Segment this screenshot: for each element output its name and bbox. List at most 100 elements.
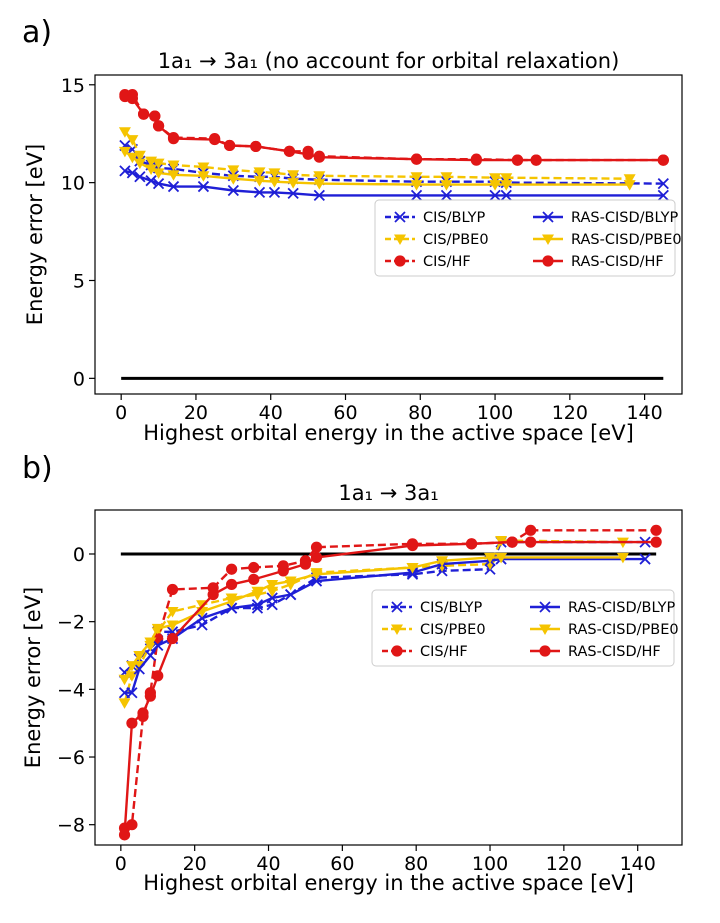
data-point — [118, 146, 131, 158]
data-point — [277, 565, 289, 577]
data-point — [166, 632, 179, 645]
y-tick-label: 15 — [61, 75, 85, 97]
legend-label: CIS/HF — [423, 254, 471, 270]
legend-label: CIS/PBE0 — [420, 622, 486, 638]
data-point — [268, 168, 281, 179]
legend-label: RAS-CISD/HF — [571, 254, 664, 270]
x-tick-label: 20 — [183, 853, 207, 875]
data-point — [410, 189, 423, 201]
data-point — [266, 586, 279, 598]
data-point — [225, 578, 238, 591]
legend-swatch-marker — [542, 255, 554, 267]
x-tick-label: 120 — [552, 402, 588, 424]
data-point — [253, 176, 266, 187]
data-point — [167, 180, 180, 193]
legend-item-ras-cisd-blyp: RAS-CISD/BLYP — [530, 600, 675, 616]
data-point — [506, 536, 518, 548]
legend: CIS/BLYP RAS-CISD/BLYP CIS/PBE0 RAS-CISD/PB… — [374, 199, 682, 277]
legend-item-ras-cisd-pbe0: RAS-CISD/PBE0 — [533, 232, 682, 248]
legend-swatch-marker — [394, 211, 406, 223]
x-tick-label: 120 — [546, 853, 582, 875]
series-cis-hf — [118, 524, 662, 834]
data-point — [126, 92, 138, 105]
data-point — [650, 536, 662, 548]
data-point — [125, 661, 138, 672]
legend-item-ras-cisd-hf: RAS-CISD/HF — [533, 254, 664, 270]
data-point — [266, 579, 279, 591]
legend-label: RAS-CISD/PBE0 — [571, 232, 682, 248]
data-point — [623, 174, 636, 185]
legend-swatch-marker — [539, 624, 551, 635]
data-point — [197, 180, 210, 193]
chart-title: 1a₁ → 3a₁ — [338, 481, 438, 505]
data-point — [133, 663, 145, 675]
data-point — [118, 674, 131, 686]
data-point — [225, 563, 238, 575]
data-point — [152, 158, 165, 170]
data-point — [313, 151, 325, 163]
legend-swatch-marker — [539, 601, 551, 613]
data-point — [484, 559, 497, 571]
legend-swatch-marker — [542, 234, 554, 245]
data-point — [287, 187, 299, 200]
data-point — [268, 177, 281, 188]
data-point — [525, 524, 537, 536]
legend-label: RAS-CISD/BLYP — [568, 600, 675, 616]
data-point — [209, 133, 221, 146]
legend-item-ras-cisd-pbe0: RAS-CISD/PBE0 — [530, 622, 679, 638]
legend-swatch-marker — [391, 624, 403, 635]
x-tick-label: 100 — [472, 853, 508, 875]
series-ras-cisd-hf — [119, 90, 669, 166]
y-axis-label: Energy error [eV] — [23, 144, 47, 325]
legend-label: CIS/BLYP — [423, 210, 485, 226]
data-point — [225, 602, 238, 614]
series-ras-cisd-hf — [118, 536, 662, 841]
data-point — [489, 173, 502, 184]
data-point — [152, 670, 164, 682]
y-tick-label: −8 — [57, 815, 85, 837]
panel-a: a) 1a₁ → 3a₁ (no account for orbital rela… — [22, 15, 683, 445]
data-point — [283, 145, 296, 157]
legend-swatch-marker — [394, 255, 406, 267]
legend-swatch-marker — [542, 211, 554, 223]
data-point — [440, 172, 453, 183]
y-tick-label: 10 — [61, 173, 85, 195]
data-point — [118, 829, 131, 841]
x-tick-label: 60 — [333, 402, 357, 424]
data-point — [137, 707, 149, 719]
data-point — [133, 158, 146, 170]
data-point — [126, 687, 138, 699]
data-point — [313, 189, 325, 201]
data-point — [133, 651, 146, 662]
data-point — [167, 170, 180, 181]
plot-frame — [94, 74, 683, 395]
data-point — [436, 556, 449, 567]
data-point — [410, 180, 423, 191]
data-point — [253, 167, 266, 178]
data-point — [500, 189, 512, 201]
data-point — [223, 139, 236, 152]
data-point — [266, 592, 278, 604]
legend-item-cis-blyp: CIS/BLYP — [385, 210, 485, 226]
data-point — [511, 154, 524, 166]
data-point — [616, 552, 629, 564]
data-point — [657, 189, 669, 201]
x-tick-label: 0 — [115, 853, 127, 875]
data-point — [500, 180, 513, 191]
data-point — [657, 177, 669, 190]
data-point — [650, 524, 662, 536]
series-cis-hf — [119, 88, 669, 166]
data-point — [406, 563, 419, 574]
legend-label: RAS-CISD/PBE0 — [568, 622, 679, 638]
data-point — [250, 140, 262, 153]
data-point — [166, 583, 179, 596]
data-point — [440, 180, 453, 191]
data-point — [145, 164, 158, 175]
legend-label: CIS/BLYP — [420, 600, 482, 616]
data-point — [126, 717, 138, 729]
data-point — [152, 177, 165, 190]
x-tick-label: 20 — [184, 402, 208, 424]
y-tick-label: 0 — [73, 368, 85, 390]
legend-item-ras-cisd-hf: RAS-CISD/HF — [530, 644, 661, 660]
x-axis-label: Highest orbital energy in the active spa… — [143, 871, 634, 895]
